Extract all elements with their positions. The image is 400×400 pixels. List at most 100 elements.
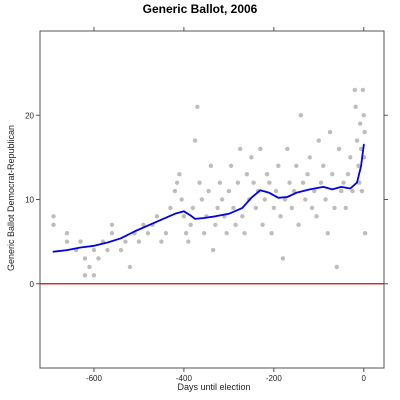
- data-point-39: [197, 180, 202, 185]
- data-point-74: [276, 163, 281, 168]
- data-point-10: [91, 273, 97, 278]
- data-point-98: [330, 172, 335, 177]
- data-point-96: [325, 231, 330, 236]
- data-point-75: [278, 214, 283, 219]
- data-point-41: [201, 231, 207, 236]
- data-point-55: [233, 222, 238, 227]
- data-point-109: [353, 104, 358, 110]
- data-point-77: [282, 197, 288, 202]
- data-point-64: [253, 205, 259, 211]
- data-point-21: [141, 222, 146, 227]
- data-point-35: [188, 222, 193, 227]
- data-point-106: [348, 155, 353, 160]
- data-point-30: [177, 172, 182, 177]
- data-point-84: [298, 113, 304, 118]
- data-point-9: [91, 247, 97, 253]
- plot-layer: -600 -400 -200 0 0 10 20: [25, 27, 388, 383]
- data-point-114: [358, 146, 364, 152]
- data-point-115: [359, 188, 365, 194]
- data-point-53: [228, 163, 234, 168]
- data-point-70: [267, 180, 272, 185]
- data-point-32: [181, 214, 187, 219]
- x-tick-label-1: -400: [176, 374, 193, 383]
- data-point-13: [105, 247, 110, 253]
- data-point-29: [174, 180, 180, 185]
- y-tick-label-0: 0: [30, 280, 35, 289]
- data-point-0: [51, 214, 56, 219]
- data-point-79: [287, 180, 292, 185]
- data-point-25: [159, 239, 164, 244]
- data-point-57: [237, 146, 243, 152]
- x-tick-label-0: -600: [86, 374, 103, 383]
- data-point-111: [356, 163, 361, 168]
- data-point-102: [339, 188, 344, 194]
- data-point-48: [217, 180, 223, 185]
- data-point-92: [316, 138, 321, 143]
- data-point-107: [350, 188, 355, 194]
- data-point-110: [354, 138, 360, 143]
- data-point-11: [96, 256, 101, 261]
- data-point-95: [323, 197, 328, 202]
- data-point-97: [327, 129, 333, 135]
- data-point-22: [145, 231, 151, 236]
- data-point-63: [251, 180, 256, 185]
- data-point-46: [213, 222, 218, 227]
- data-point-3: [64, 239, 70, 244]
- data-point-72: [271, 205, 277, 211]
- data-point-94: [321, 163, 326, 168]
- data-point-52: [226, 188, 232, 194]
- data-point-2: [64, 231, 70, 236]
- data-point-38: [195, 104, 200, 110]
- data-point-45: [210, 247, 216, 253]
- data-point-67: [260, 222, 265, 227]
- data-point-5: [78, 239, 83, 244]
- trend-line: [52, 143, 365, 253]
- data-point-116: [360, 87, 366, 93]
- data-point-89: [309, 205, 315, 211]
- data-point-83: [296, 222, 301, 227]
- data-point-20: [136, 239, 142, 244]
- data-point-37: [192, 138, 198, 143]
- data-point-44: [208, 163, 214, 168]
- data-point-31: [179, 197, 184, 202]
- y-axis-label: Generic Ballot Democrat-Republican: [6, 125, 16, 271]
- data-point-27: [168, 205, 173, 211]
- data-point-28: [172, 188, 178, 194]
- data-point-1: [51, 222, 56, 227]
- data-point-66: [258, 146, 263, 152]
- data-point-71: [269, 231, 274, 236]
- data-point-103: [341, 180, 346, 185]
- data-point-73: [273, 188, 279, 194]
- x-tick-label-3: 0: [362, 374, 367, 383]
- data-point-119: [362, 129, 367, 135]
- data-point-58: [240, 214, 245, 219]
- data-point-34: [186, 239, 191, 244]
- y-tick-label-1: 10: [25, 196, 34, 205]
- data-point-90: [312, 188, 317, 194]
- data-point-59: [242, 231, 247, 236]
- data-point-91: [314, 214, 319, 219]
- y-tick-label-2: 20: [25, 111, 34, 120]
- data-point-8: [87, 264, 92, 270]
- data-point-47: [215, 205, 220, 211]
- data-point-33: [183, 231, 189, 236]
- data-point-87: [305, 172, 310, 177]
- data-point-49: [219, 197, 225, 202]
- data-point-6: [82, 273, 88, 278]
- x-axis-label: Days until election: [177, 382, 250, 392]
- data-point-15: [109, 222, 115, 227]
- data-point-36: [190, 205, 196, 211]
- data-point-16: [118, 247, 124, 253]
- data-point-18: [127, 264, 133, 270]
- data-point-82: [294, 163, 299, 168]
- data-point-78: [285, 146, 290, 152]
- data-point-101: [336, 146, 342, 152]
- data-point-113: [357, 121, 363, 126]
- data-point-7: [82, 256, 88, 261]
- data-point-40: [199, 197, 205, 202]
- data-point-85: [300, 180, 306, 185]
- data-point-100: [334, 264, 339, 270]
- data-point-62: [249, 155, 254, 160]
- data-point-68: [262, 197, 268, 202]
